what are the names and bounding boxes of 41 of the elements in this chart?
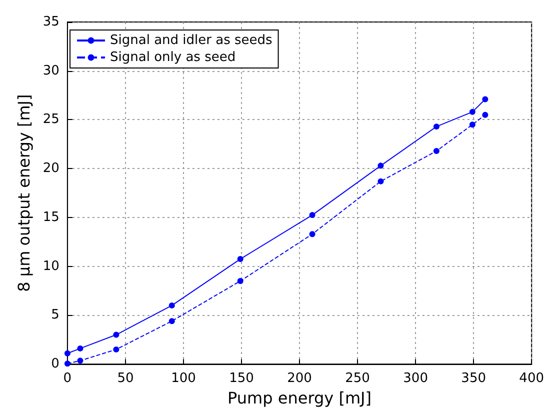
point [168, 318, 175, 324]
point [378, 162, 384, 169]
x-tick-label: 0 [63, 371, 72, 386]
y-tick-label: 10 [42, 258, 60, 274]
legend-label: Signal only as seed [110, 50, 236, 65]
point [168, 302, 175, 308]
y-tick-label: 25 [42, 112, 60, 128]
y-tick-label: 20 [42, 161, 60, 176]
point [433, 148, 440, 154]
y-tick-label: 5 [51, 308, 60, 323]
y-tick-label: 35 [42, 14, 60, 30]
y-tick-label: 0 [51, 356, 60, 372]
point [378, 178, 384, 184]
legend-label: Signal and idler as seeds [110, 33, 272, 48]
x-tick-label: 200 [287, 371, 312, 386]
point [113, 332, 120, 338]
point [433, 124, 440, 130]
point [77, 358, 84, 364]
y-tick-label: 15 [42, 210, 60, 225]
y-tick-label: 30 [42, 63, 60, 78]
point [64, 350, 70, 356]
point [237, 256, 244, 262]
x-tick-label: 150 [229, 371, 254, 386]
point [309, 212, 316, 218]
point [469, 108, 476, 115]
point [113, 346, 120, 352]
point [77, 345, 84, 352]
x-tick-label: 100 [171, 371, 196, 386]
point [482, 96, 488, 102]
x-axis-title: Pump energy [mJ] [228, 388, 372, 408]
point [237, 278, 244, 284]
x-tick-label: 350 [461, 371, 486, 386]
y-axis-title: 8 μm output energy [mJ] [14, 94, 34, 292]
x-tick-label: 50 [117, 371, 134, 386]
x-tick-label: 300 [403, 371, 428, 386]
x-tick-label: 400 [519, 371, 544, 386]
point [309, 231, 316, 238]
x-tick-label: 250 [345, 371, 370, 386]
point [64, 360, 70, 367]
point [482, 112, 488, 118]
point [469, 122, 476, 128]
